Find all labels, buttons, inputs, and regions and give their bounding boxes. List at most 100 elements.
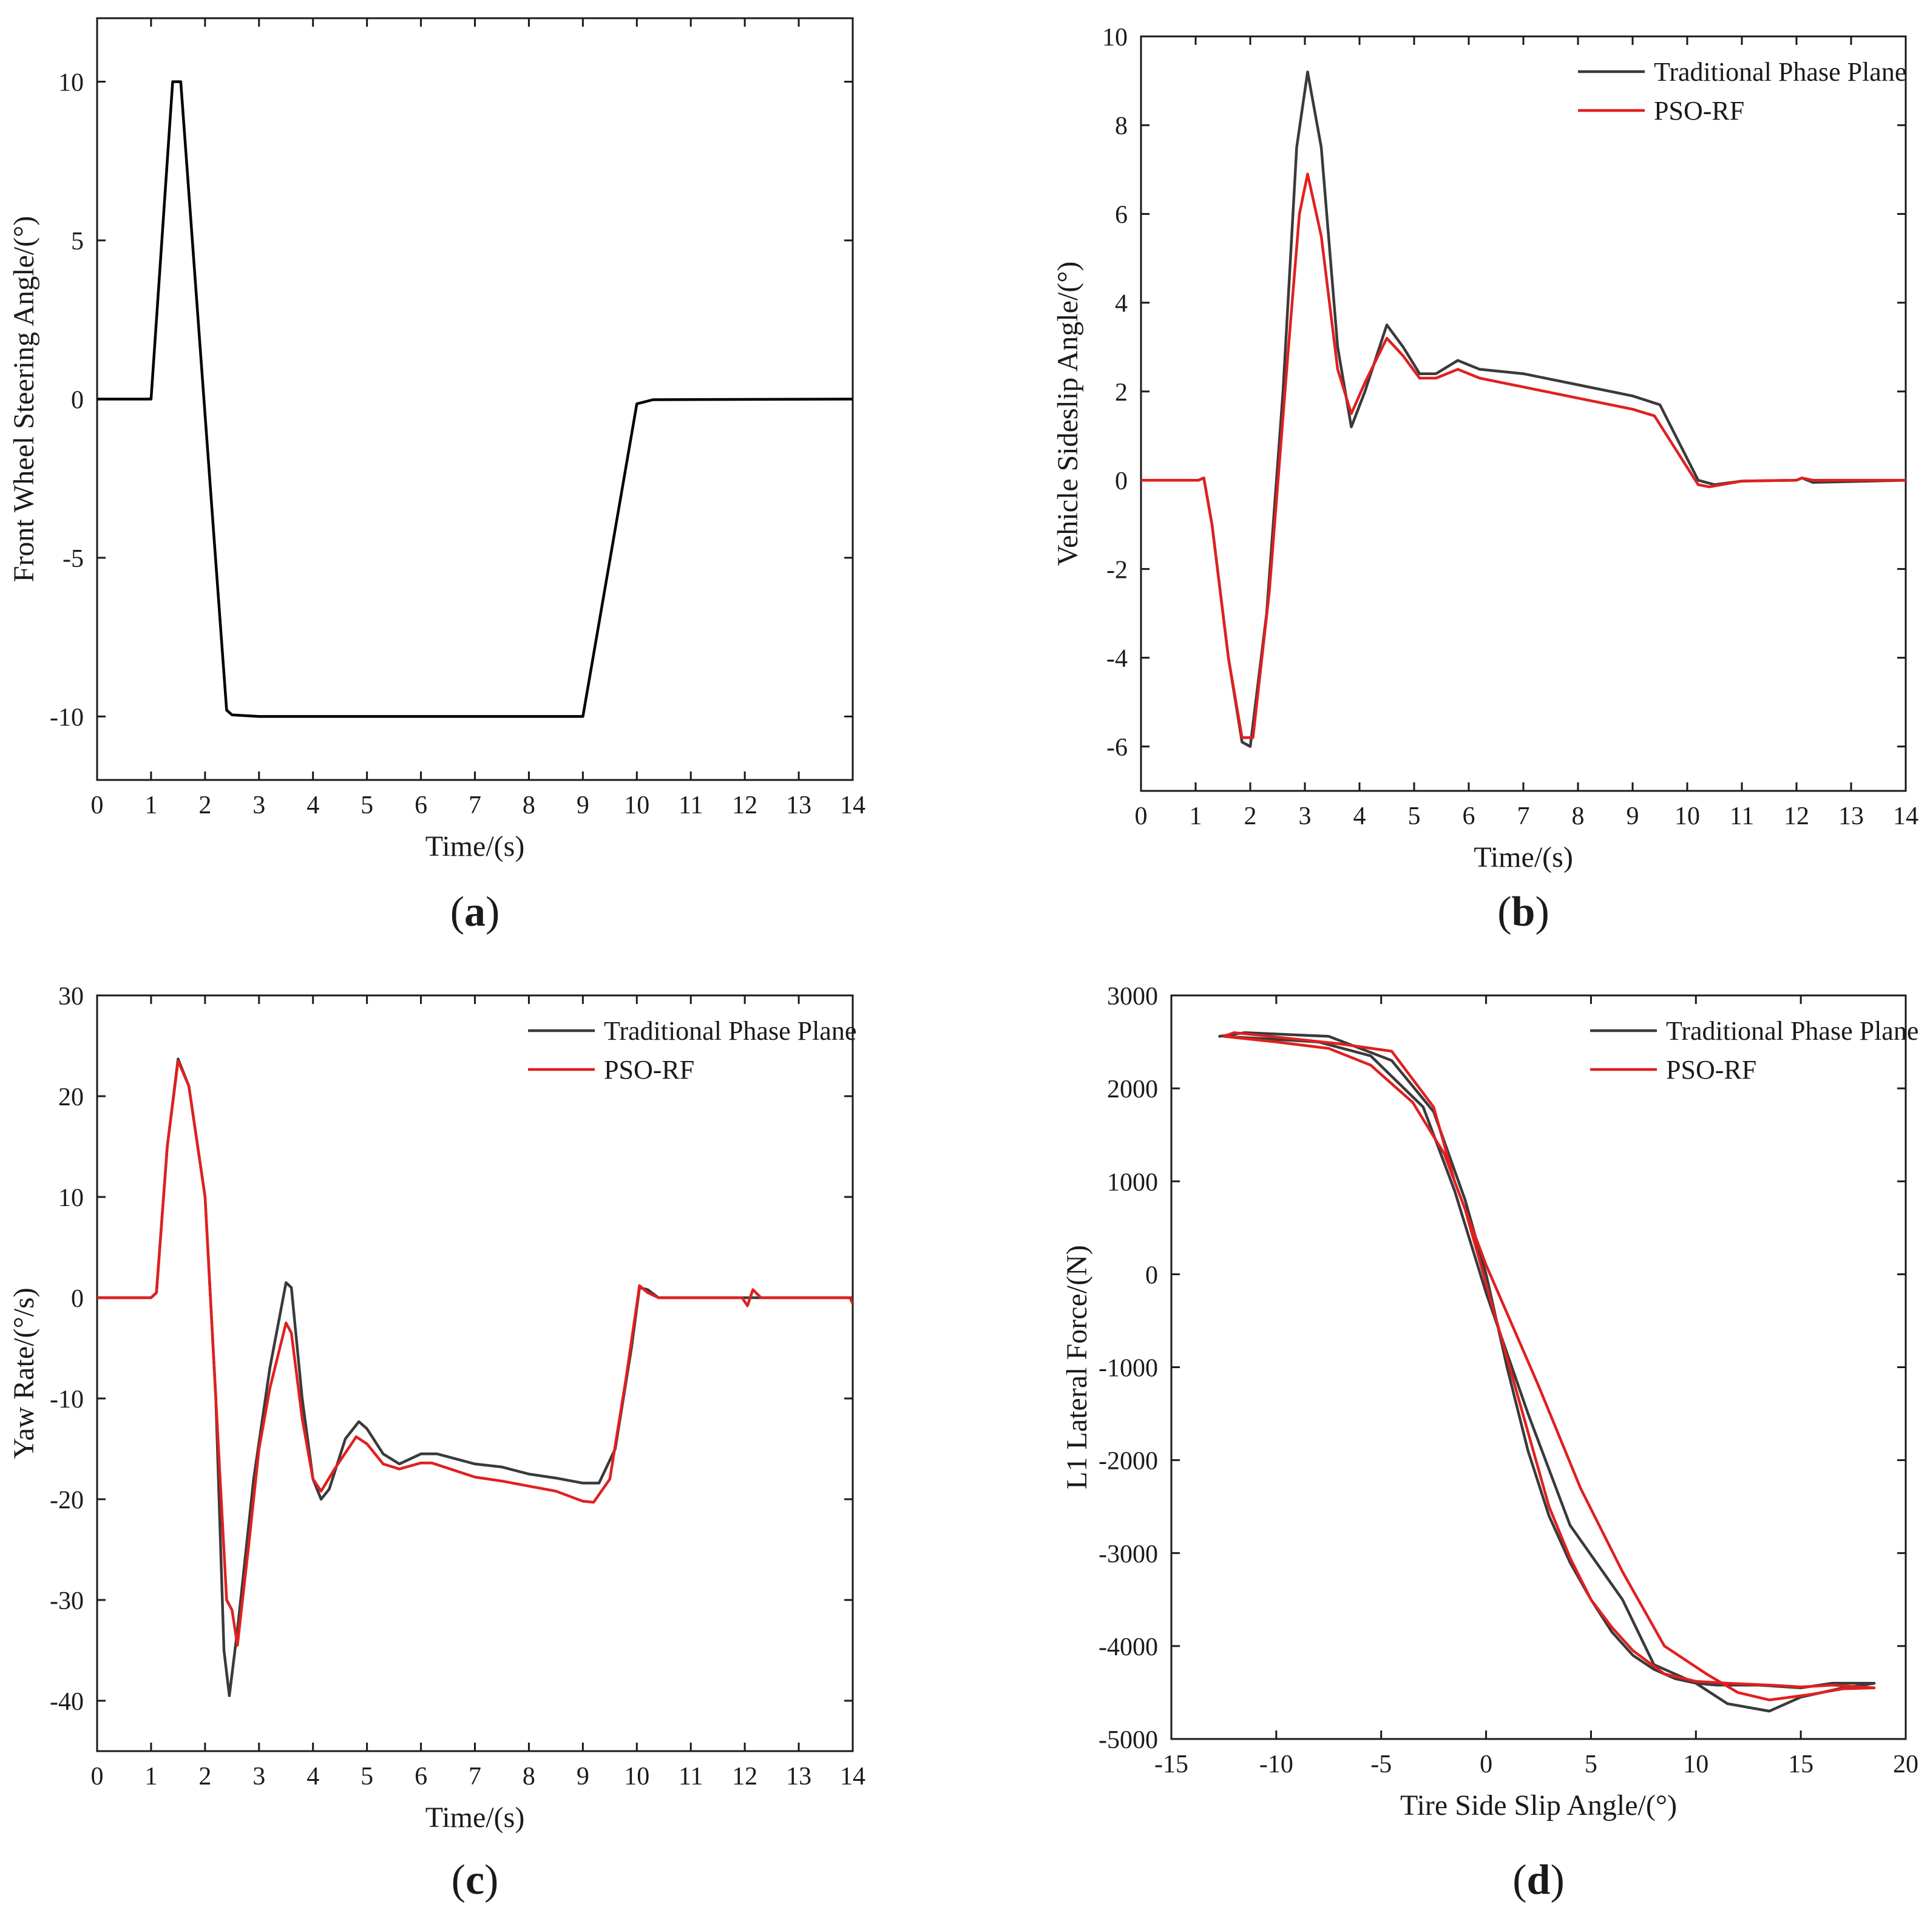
x-tick-label: 13 <box>1838 802 1864 830</box>
y-tick-label: -20 <box>50 1486 84 1514</box>
x-tick-label: 6 <box>1463 802 1475 830</box>
x-tick-label: 14 <box>1893 802 1918 830</box>
x-tick-label: 6 <box>415 1763 427 1791</box>
x-tick-label: -5 <box>1370 1751 1392 1778</box>
y-tick-label: 10 <box>58 69 84 97</box>
y-tick-label: 20 <box>58 1083 84 1111</box>
x-tick-label: 11 <box>679 1763 703 1791</box>
series-line-traditional <box>1141 70 1906 748</box>
y-tick-label: -30 <box>50 1587 84 1615</box>
x-tick-label: 11 <box>1730 802 1754 830</box>
x-tick-label: 4 <box>1353 802 1366 830</box>
y-tick-label: -5 <box>63 545 84 573</box>
y-tick-label: 2 <box>1115 379 1128 407</box>
x-tick-label: 6 <box>415 791 427 819</box>
y-tick-label: 2000 <box>1107 1076 1158 1103</box>
x-tick-label: 8 <box>523 791 535 819</box>
x-tick-label: -10 <box>1259 1751 1293 1778</box>
x-tick-label: 10 <box>624 791 649 819</box>
x-tick-label: 4 <box>306 1763 319 1791</box>
x-tick-label: 5 <box>1585 1751 1597 1778</box>
chart-panel-b: 0 1 2 3 4 5 6 7 8 9 10 11 12 13 14-6-4-20246810Time/(s… <box>1052 24 1918 935</box>
legend-label: PSO-RF <box>1654 96 1744 126</box>
y-tick-label: -2000 <box>1099 1448 1158 1476</box>
x-tick-label: 9 <box>1627 802 1639 830</box>
chart-panel-c: 0 1 2 3 4 5 6 7 8 9 10 11 12 13 14-40-30-20-100102030T… <box>8 983 865 1903</box>
y-tick-label: 5 <box>71 228 84 256</box>
y-tick-label: 8 <box>1115 112 1128 140</box>
x-tick-label: 3 <box>1299 802 1312 830</box>
x-tick-label: 0 <box>91 1763 104 1791</box>
plot-frame <box>96 994 854 1752</box>
y-axis-title: Yaw Rate/(°/s) <box>8 1287 40 1459</box>
legend-label: PSO-RF <box>604 1055 694 1085</box>
y-tick-label: -40 <box>50 1688 84 1716</box>
x-tick-label: 2 <box>198 1763 211 1791</box>
y-tick-label: 4 <box>1115 290 1128 318</box>
series-line-traditional <box>97 1057 853 1697</box>
plot-frame <box>1170 994 1907 1740</box>
x-tick-label: 8 <box>523 1763 535 1791</box>
x-tick-label: 5 <box>1408 802 1421 830</box>
legend-label: Traditional Phase Plane <box>604 1016 856 1046</box>
x-tick-label: 2 <box>1244 802 1257 830</box>
y-tick-label: 1000 <box>1107 1168 1158 1196</box>
x-tick-label: 3 <box>252 791 265 819</box>
y-tick-label: -10 <box>50 1386 84 1414</box>
y-tick-label: 10 <box>1102 24 1128 52</box>
chart-panel-d: -15 -10 -5 0 5 10 15 20 -5000 -4000 -3000 -2000 -100… <box>1061 983 1918 1903</box>
x-axis-title: Time/(s) <box>425 1802 525 1834</box>
x-tick-label: 9 <box>577 791 589 819</box>
y-tick-label: -10 <box>50 703 84 731</box>
x-tick-label: 11 <box>679 791 703 819</box>
y-tick-label: 6 <box>1115 201 1128 229</box>
y-axis-title: Vehicle Sideslip Angle/(°) <box>1052 262 1084 566</box>
panel-label: (a) <box>450 889 500 935</box>
x-tick-label: 10 <box>624 1763 649 1791</box>
series-line-pso_rf <box>1222 1031 1876 1701</box>
x-tick-label: 12 <box>732 791 757 819</box>
y-tick-label: 3000 <box>1107 983 1158 1011</box>
y-tick-label: 0 <box>1145 1261 1158 1289</box>
x-tick-label: -15 <box>1154 1751 1188 1778</box>
y-axis-title: L1 Lateral Force/(N) <box>1061 1245 1093 1489</box>
x-tick-label: 5 <box>361 1763 373 1791</box>
x-axis-title: Tire Side Slip Angle/(°) <box>1400 1789 1677 1822</box>
x-tick-label: 10 <box>1674 802 1700 830</box>
legend-label: Traditional Phase Plane <box>1666 1016 1918 1046</box>
y-tick-label: 10 <box>58 1184 84 1212</box>
y-tick-label: -2 <box>1106 556 1128 584</box>
plot-frame <box>1140 35 1907 792</box>
x-tick-label: 1 <box>144 791 157 819</box>
series-line-pso_rf <box>1141 172 1906 739</box>
series-line-traditional <box>1218 1031 1876 1713</box>
x-tick-label: 10 <box>1683 1751 1708 1778</box>
x-tick-label: 1 <box>144 1763 157 1791</box>
x-tick-label: 5 <box>361 791 373 819</box>
y-tick-label: -6 <box>1106 734 1128 762</box>
x-tick-label: 3 <box>252 1763 265 1791</box>
legend-label: Traditional Phase Plane <box>1654 57 1906 87</box>
x-tick-label: 12 <box>1784 802 1809 830</box>
x-tick-label: 14 <box>840 791 865 819</box>
x-tick-label: 14 <box>840 1763 865 1791</box>
x-tick-label: 2 <box>198 791 211 819</box>
y-tick-label: 30 <box>58 983 84 1011</box>
x-tick-label: 7 <box>469 1763 481 1791</box>
y-tick-label: -4000 <box>1099 1633 1158 1661</box>
x-tick-label: 0 <box>91 791 104 819</box>
x-axis-title: Time/(s) <box>1474 841 1573 873</box>
x-tick-label: 20 <box>1893 1751 1918 1778</box>
panel-label: (c) <box>452 1857 499 1903</box>
y-tick-label: 0 <box>71 1285 84 1313</box>
y-tick-label: -3000 <box>1099 1541 1158 1568</box>
y-tick-label: -1000 <box>1099 1355 1158 1383</box>
y-tick-label: 0 <box>1115 467 1128 495</box>
legend-label: PSO-RF <box>1666 1055 1756 1085</box>
chart-panel-a: 0 1 2 3 4 5 6 7 8 9 10 11 12 13 14-10-50510Time/(s)Fro… <box>8 17 865 935</box>
x-tick-label: 0 <box>1480 1751 1492 1778</box>
x-tick-label: 0 <box>1135 802 1148 830</box>
y-tick-label: -4 <box>1106 645 1128 673</box>
x-axis-title: Time/(s) <box>425 830 525 863</box>
series-line-pso_rf <box>97 1059 853 1647</box>
